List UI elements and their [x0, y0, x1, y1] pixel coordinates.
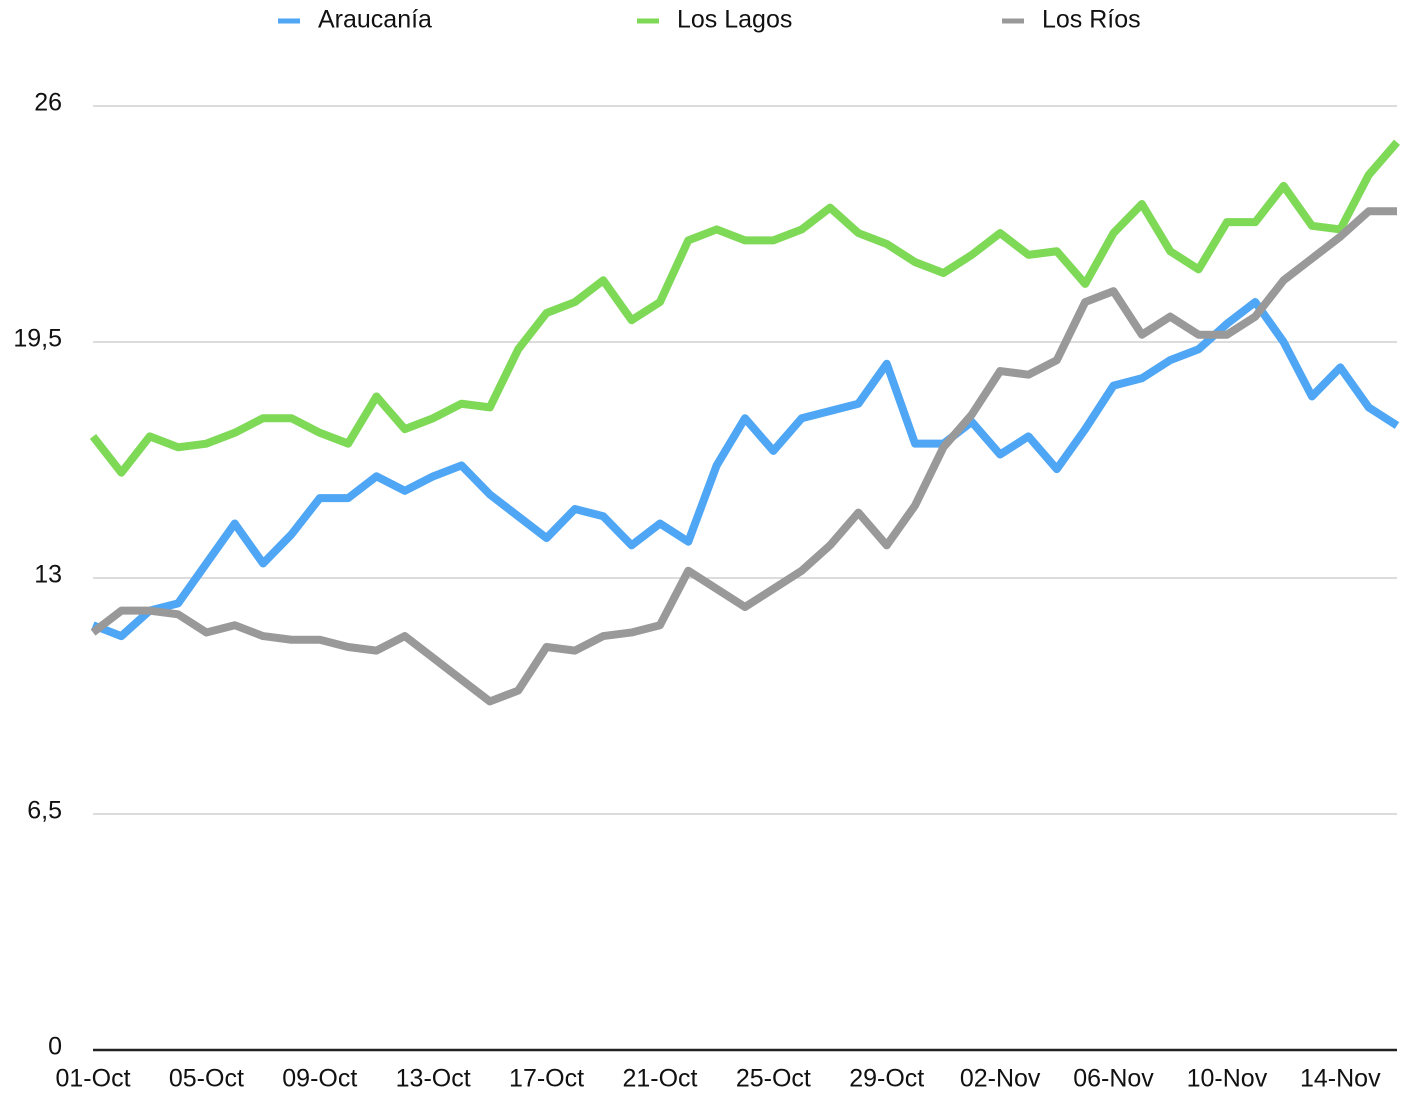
x-tick-label: 21-Oct	[622, 1065, 697, 1093]
x-tick-label: 29-Oct	[849, 1065, 924, 1093]
x-tick-label: 01-Oct	[55, 1065, 130, 1093]
x-tick-label: 05-Oct	[169, 1065, 244, 1093]
x-tick-label: 17-Oct	[509, 1065, 584, 1093]
series-line	[89, 139, 1401, 477]
x-tick-label: 02-Nov	[960, 1065, 1041, 1093]
y-tick-label: 6,5	[27, 797, 62, 825]
y-tick-label: 0	[48, 1033, 62, 1061]
x-tick-label: 14-Nov	[1300, 1065, 1381, 1093]
x-tick-label: 06-Nov	[1073, 1065, 1154, 1093]
x-tick-label: 09-Oct	[282, 1065, 357, 1093]
x-tick-label: 13-Oct	[396, 1065, 471, 1093]
x-tick-label: 25-Oct	[736, 1065, 811, 1093]
legend-label: Los Lagos	[677, 6, 792, 34]
y-tick-label: 19,5	[13, 325, 62, 353]
y-tick-label: 13	[34, 561, 62, 589]
legend-label: Araucanía	[318, 6, 432, 34]
legend-label: Los Ríos	[1042, 6, 1141, 34]
x-tick-label: 10-Nov	[1187, 1065, 1268, 1093]
y-tick-label: 26	[34, 89, 62, 117]
series-line	[90, 207, 1397, 706]
series-line	[91, 298, 1400, 641]
